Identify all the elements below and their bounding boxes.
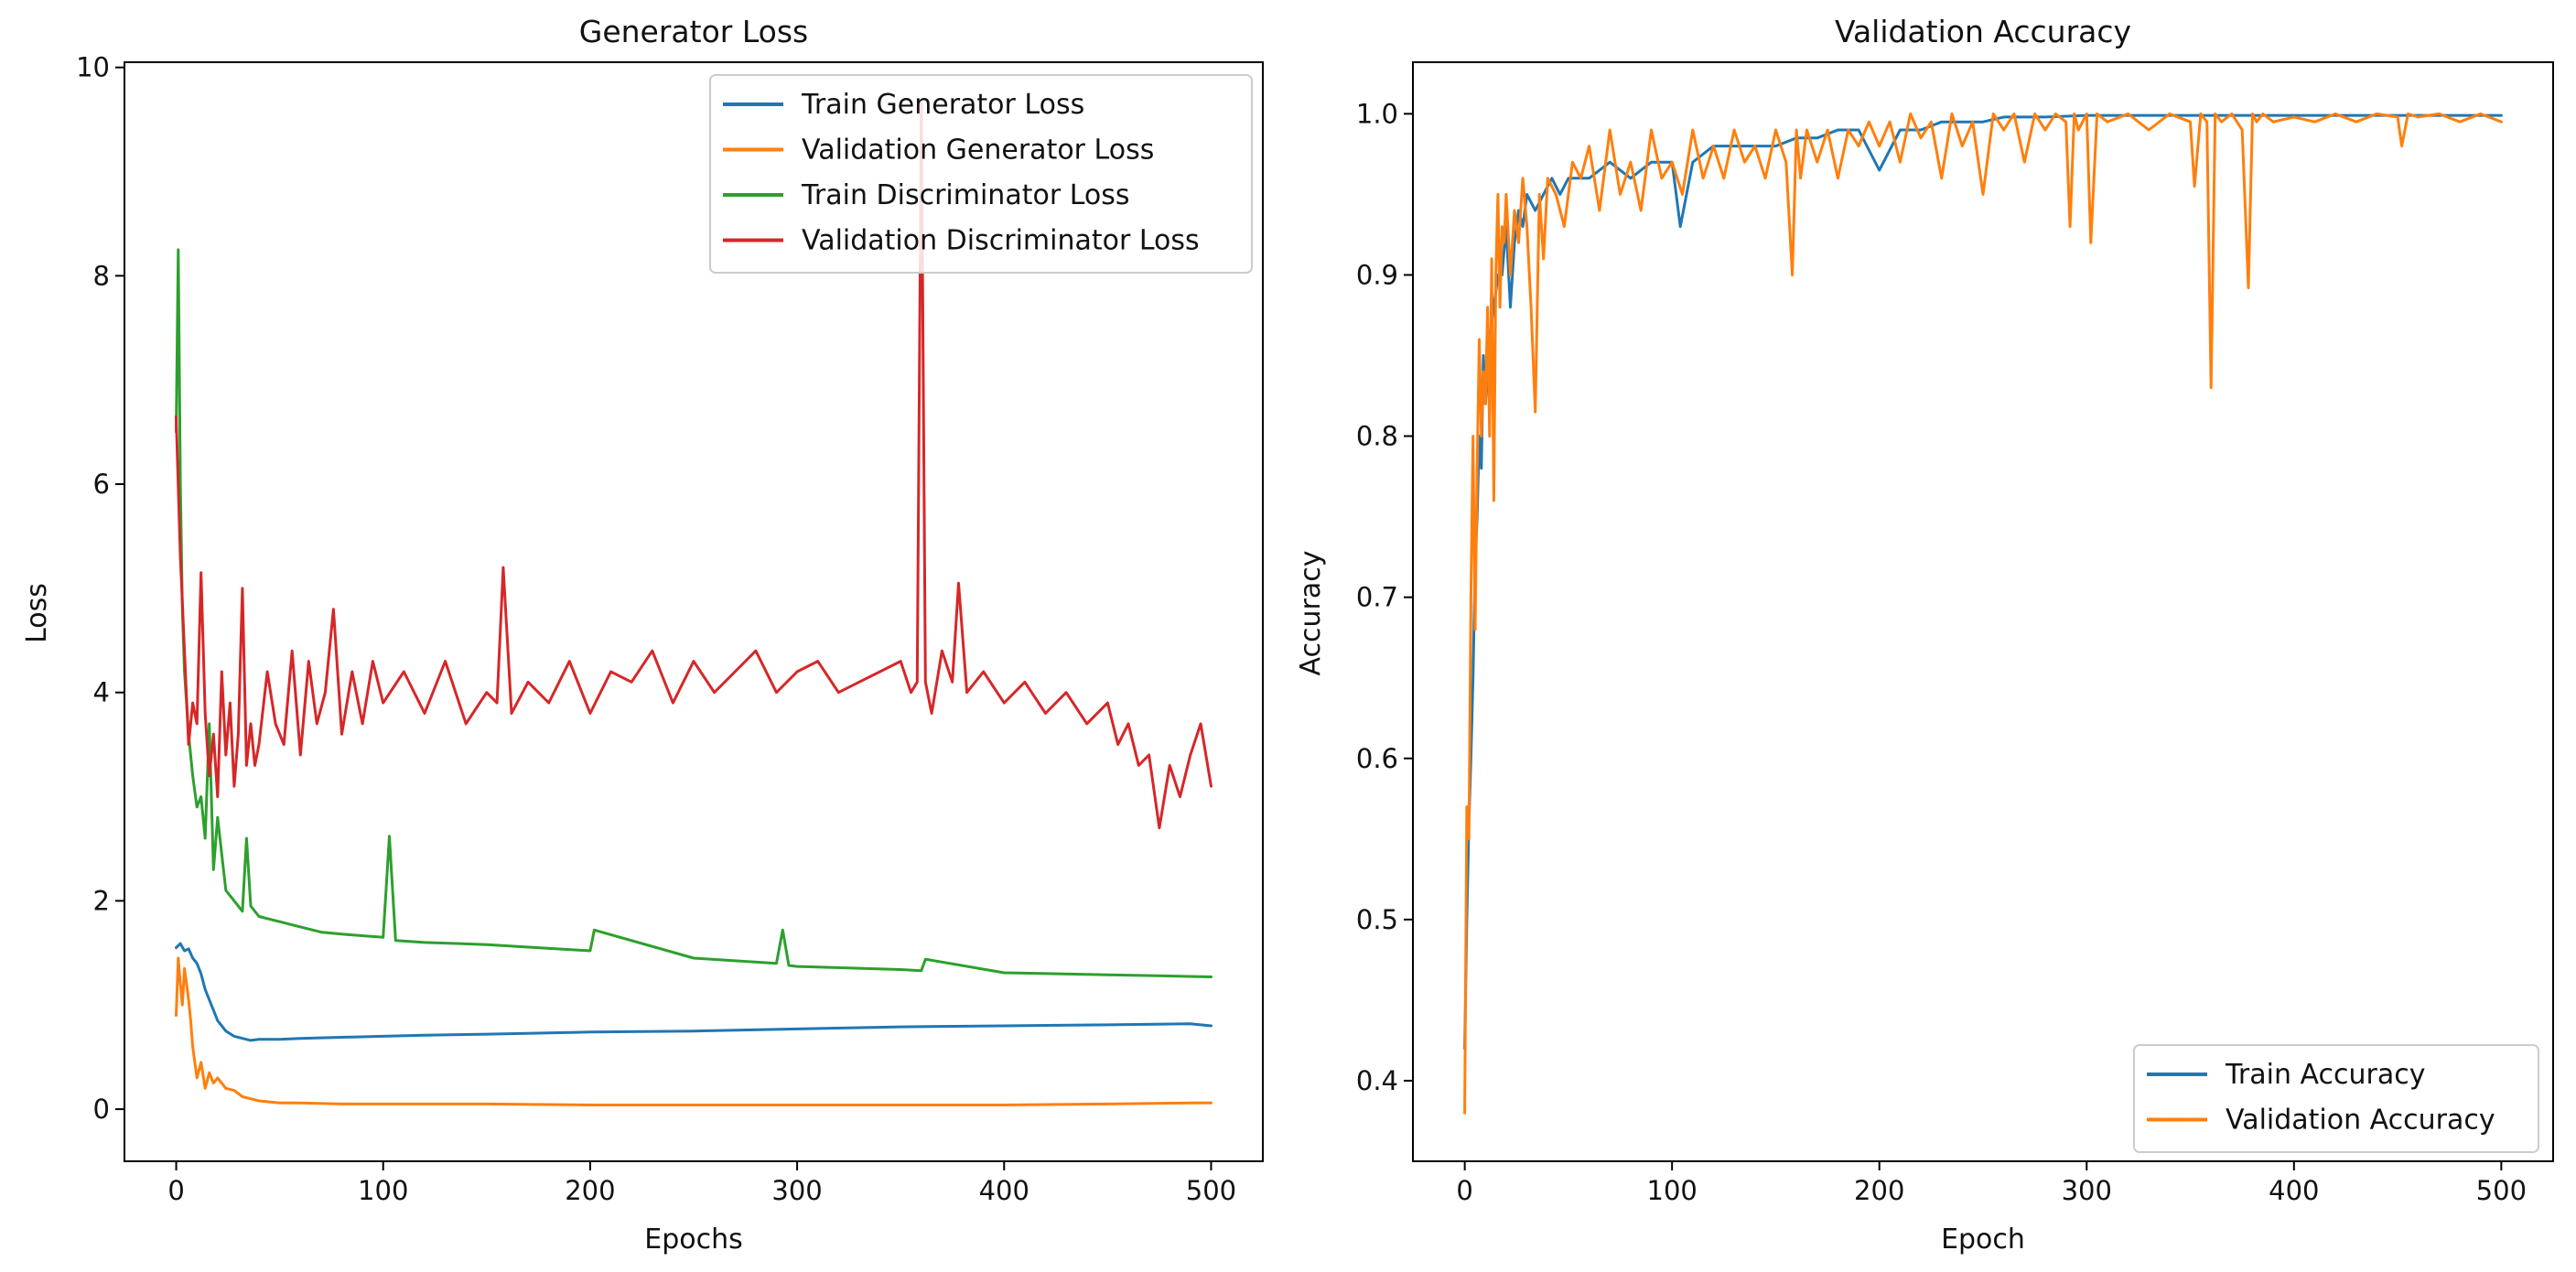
series-line-train-accuracy bbox=[1463, 113, 2503, 1051]
x-tick-label: 100 bbox=[1647, 1175, 1698, 1206]
legend-label: Validation Discriminator Loss bbox=[802, 225, 1200, 257]
y-tick-label: 0.8 bbox=[1356, 421, 1398, 452]
x-tick-label: 200 bbox=[565, 1175, 615, 1206]
axes-frame bbox=[1412, 61, 2554, 1162]
x-axis-label: Epochs bbox=[644, 1223, 743, 1256]
legend-label: Train Discriminator Loss bbox=[801, 179, 1130, 211]
chart-title: Generator Loss bbox=[579, 14, 808, 49]
y-tick-label: 10 bbox=[76, 52, 110, 83]
y-tick-label: 0.7 bbox=[1356, 582, 1398, 613]
y-tick-label: 1.0 bbox=[1356, 98, 1398, 129]
y-tick-label: 6 bbox=[93, 469, 110, 500]
legend: Train Accuracy Validation Accuracy bbox=[2133, 1044, 2539, 1153]
series-line-validation-discriminator-loss bbox=[175, 102, 1213, 830]
series-line-validation-accuracy bbox=[1463, 112, 2503, 1115]
x-tick-label: 400 bbox=[2269, 1175, 2319, 1206]
validation-accuracy-panel: Validation Accuracy 0 100 200 300 400 5000.40… bbox=[1295, 14, 2554, 1256]
legend-label: Train Generator Loss bbox=[801, 89, 1084, 121]
generator-loss-panel: Generator Loss 0 100 200 300 400 500 0 2 4 6 8 10 E… bbox=[21, 14, 1264, 1256]
y-tick-label: 4 bbox=[93, 677, 110, 708]
axes-frame bbox=[124, 61, 1264, 1162]
legend: Train Generator Loss Validation Generator… bbox=[709, 74, 1253, 274]
y-tick-label: 0.5 bbox=[1356, 904, 1398, 935]
x-tick-label: 200 bbox=[1854, 1175, 1904, 1206]
x-axis-label: Epoch bbox=[1941, 1223, 2025, 1256]
legend-label: Validation Accuracy bbox=[2226, 1105, 2495, 1137]
y-tick-label: 8 bbox=[93, 260, 110, 291]
y-tick-label: 0.9 bbox=[1356, 259, 1398, 290]
legend-box bbox=[709, 74, 1253, 274]
y-tick-label: 0.4 bbox=[1356, 1065, 1398, 1096]
legend-label: Validation Generator Loss bbox=[802, 135, 1154, 167]
axis-ticks: 0 100 200 300 400 500 0.4 0.5 0.6 0.7 0.8 0.9 1.0 bbox=[1356, 98, 2527, 1206]
x-tick-label: 500 bbox=[1186, 1175, 1236, 1206]
y-tick-label: 0.6 bbox=[1356, 743, 1398, 774]
x-tick-label: 500 bbox=[2476, 1175, 2527, 1206]
x-tick-label: 300 bbox=[771, 1175, 822, 1206]
series-line-train-generator-loss bbox=[175, 942, 1213, 1042]
x-tick-label: 0 bbox=[167, 1175, 184, 1206]
x-tick-label: 100 bbox=[358, 1175, 408, 1206]
plot-area bbox=[175, 102, 1213, 1106]
y-axis-label: Accuracy bbox=[1295, 551, 1327, 676]
legend-label: Train Accuracy bbox=[2225, 1059, 2425, 1091]
y-tick-label: 2 bbox=[93, 885, 110, 916]
x-tick-label: 0 bbox=[1456, 1175, 1472, 1206]
x-tick-label: 300 bbox=[2062, 1175, 2112, 1206]
legend-box bbox=[2133, 1044, 2539, 1153]
y-tick-label: 0 bbox=[93, 1094, 110, 1125]
series-line-train-discriminator-loss bbox=[175, 248, 1213, 978]
axis-ticks: 0 100 200 300 400 500 0 2 4 6 8 10 bbox=[76, 52, 1236, 1206]
plot-area bbox=[1463, 112, 2503, 1115]
chart-title: Validation Accuracy bbox=[1835, 14, 2131, 49]
x-tick-label: 400 bbox=[979, 1175, 1029, 1206]
y-axis-label: Loss bbox=[21, 583, 53, 643]
series-line-validation-generator-loss bbox=[175, 956, 1213, 1106]
